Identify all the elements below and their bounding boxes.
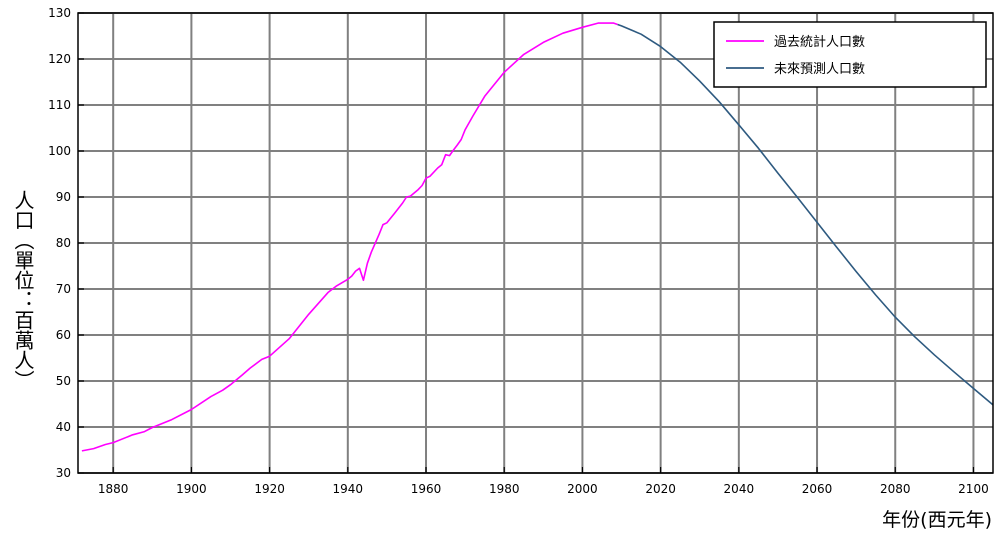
x-tick-label: 1980: [489, 482, 520, 496]
x-tick-label: 2060: [802, 482, 833, 496]
x-axis-label: 年份(西元年): [882, 509, 992, 531]
x-tick-label: 1940: [333, 482, 364, 496]
series-line-historical: [81, 22, 618, 452]
legend-box: [713, 21, 987, 88]
y-tick-label: 90: [56, 190, 71, 204]
axis-ticks: 1880 1900 1920 1940 1960 1980 2000 2020 2040 2060…: [48, 6, 989, 496]
y-tick-label: 70: [56, 282, 71, 296]
x-tick-label: 1960: [411, 482, 442, 496]
legend-label: 未來預測人口數: [774, 62, 865, 77]
y-tick-label: 50: [56, 374, 71, 388]
legend-label: 過去統計人口數: [774, 34, 865, 50]
y-tick-label: 60: [56, 328, 71, 342]
x-tick-label: 2100: [958, 482, 989, 496]
y-axis-label: 人口（單位：百萬人）: [11, 190, 35, 390]
x-tick-label: 2080: [880, 482, 911, 496]
y-tick-label: 40: [56, 420, 71, 434]
x-tick-label: 2020: [645, 482, 676, 496]
series-lines: [81, 22, 994, 452]
y-tick-label: 120: [48, 52, 71, 66]
x-tick-label: 2000: [567, 482, 598, 496]
y-tick-label: 100: [48, 144, 71, 158]
y-tick-label: 110: [48, 98, 71, 112]
x-tick-label: 1920: [254, 482, 285, 496]
y-tick-label: 130: [48, 6, 71, 20]
x-tick-label: 1900: [176, 482, 207, 496]
series-line-projection: [617, 23, 994, 406]
y-tick-label: 30: [56, 466, 71, 480]
x-tick-label: 1880: [98, 482, 129, 496]
x-tick-label: 2040: [724, 482, 755, 496]
y-tick-label: 80: [56, 236, 71, 250]
